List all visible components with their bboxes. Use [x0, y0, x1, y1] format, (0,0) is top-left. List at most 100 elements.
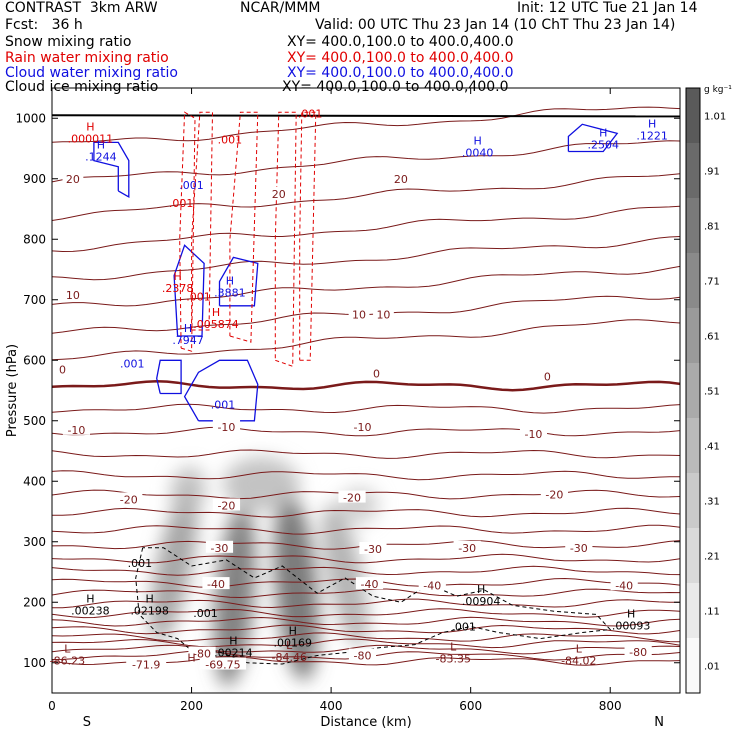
temp-label-bg [355, 577, 384, 590]
extremum-symbol: H [599, 126, 607, 139]
isotherm [52, 470, 680, 481]
isotherm [52, 319, 680, 361]
temperature-label: -80 [354, 649, 372, 662]
temp-label-bg [62, 422, 91, 435]
cloud-water-contour [173, 244, 205, 337]
temperature-label: -40 [615, 579, 633, 592]
rain-water-contour [179, 111, 196, 352]
y-tick-label: 400 [23, 474, 46, 488]
temperature-label: -30 [210, 542, 228, 555]
temp-label-bg [55, 362, 70, 375]
x-end-label-left: S [83, 715, 91, 730]
extremum-value: .0040 [462, 146, 494, 159]
extremum-value: .00904 [462, 595, 501, 608]
extremum-value: .1244 [85, 151, 117, 164]
temperature-label: 10 [376, 308, 390, 321]
extremum-value: .2504 [587, 138, 619, 151]
extremum-value: .00214 [214, 647, 253, 660]
colorbar-swatch [686, 88, 700, 143]
mixing-ratio-label: .001 [211, 398, 236, 411]
extremum-symbol: H [97, 139, 105, 152]
colorbar-swatch [686, 583, 700, 638]
colorbar-swatch [686, 143, 700, 198]
isotherm [52, 403, 680, 414]
extremum-symbol: H [474, 134, 482, 147]
colorbar-frame [685, 87, 701, 694]
contour-labels: -71.9 -69.75-80 -80 -80-40 -40 -40 -40-30 -30 -3… [50, 107, 668, 671]
extremum-symbol: H [212, 306, 220, 319]
mixing-ratio-label: .001 [179, 179, 204, 192]
plot-frame [51, 87, 681, 694]
center-label: NCAR/MMM [240, 0, 321, 16]
temp-label-bg [624, 644, 652, 657]
temp-label-bg [390, 171, 412, 184]
temp-label-bg [348, 419, 377, 432]
y-tick-label: 300 [23, 535, 46, 549]
y-tick-label: 800 [23, 232, 46, 246]
y-tick-label: 500 [23, 414, 46, 428]
extremum-symbol: H [184, 322, 192, 335]
extremum-symbol: H [173, 270, 181, 283]
isotherm [52, 140, 680, 183]
colorbar-label: .81 [704, 222, 720, 233]
extremum-value: .2378 [162, 282, 194, 295]
extremum-symbol: H [86, 592, 94, 605]
extremum-value: .005874 [193, 318, 239, 331]
temperature-label: -10 [67, 424, 85, 437]
temperature-label: -80 [629, 646, 647, 659]
extremum-value: -84.02 [561, 654, 596, 667]
temperature-label: -10 [354, 421, 372, 434]
snow-shade-blob [170, 466, 206, 515]
temp-label-bg [62, 287, 84, 300]
colorbar-label: .71 [704, 277, 720, 288]
temperature-label: -30 [458, 542, 476, 555]
temp-label-bg [610, 578, 638, 591]
mixing-ratio-label: .001 [298, 107, 323, 120]
temp-label-bg [453, 540, 481, 553]
temperature-label: 20 [272, 188, 286, 201]
rain-water-contour [299, 111, 317, 361]
mixing-ratio-label: .001 [128, 557, 153, 570]
legend-rain-xy: XY= 400.0,100.0 to 400.0,400.0 [287, 50, 514, 66]
extremum-value: .1221 [636, 129, 668, 142]
temp-label-bg [540, 369, 555, 382]
surface-line [52, 114, 680, 118]
extremum-symbol: L [64, 642, 71, 655]
temp-label-bg [188, 646, 216, 659]
extremum-value: .3881 [214, 287, 246, 300]
model-title: CONTRAST 3km ARW [5, 0, 158, 16]
colorbar-label: .41 [704, 442, 720, 453]
temp-label-bg [202, 577, 230, 590]
temp-label-bg [519, 427, 548, 440]
isotherm [52, 638, 680, 649]
isotherm [52, 106, 680, 143]
colorbar-label: .61 [704, 332, 720, 343]
isotherm [52, 588, 680, 599]
colorbar: 1.01 .91 .81 .71 .61 .51 .41 .31 .21 .11 .01 g kg⁻¹ [685, 85, 732, 694]
temperature-label: 10 [352, 308, 366, 321]
extremum-symbol: H [226, 275, 234, 288]
cloud-water-contour [218, 256, 259, 307]
x-tick-label: 600 [459, 699, 482, 713]
temperature-label: 10 [66, 289, 80, 302]
isotherm [52, 205, 680, 253]
colorbar-label: .21 [704, 552, 720, 563]
x-tick-label: 0 [48, 699, 56, 713]
isotherm [52, 426, 680, 437]
isotherm [52, 489, 680, 500]
temperature-label: -20 [217, 499, 235, 512]
temperature-label: -69.75 [205, 659, 240, 672]
legend-snow-xy: XY= 400.0,100.0 to 400.0,400.0 [287, 34, 514, 50]
y-tick-label: 1000 [15, 111, 46, 125]
extremum-value: .7947 [172, 334, 204, 347]
isotherm [52, 553, 680, 564]
temperature-label: -20 [120, 493, 138, 506]
temp-label-bg [359, 542, 387, 555]
temp-label-bg [212, 498, 241, 511]
rain-water-contour [274, 111, 297, 367]
colorbar-label: .11 [704, 607, 720, 618]
colorbar-label: 1.01 [704, 112, 726, 123]
temperature-label: -30 [364, 543, 382, 556]
extremum-symbol: H [627, 607, 635, 620]
isotherm [52, 236, 680, 281]
